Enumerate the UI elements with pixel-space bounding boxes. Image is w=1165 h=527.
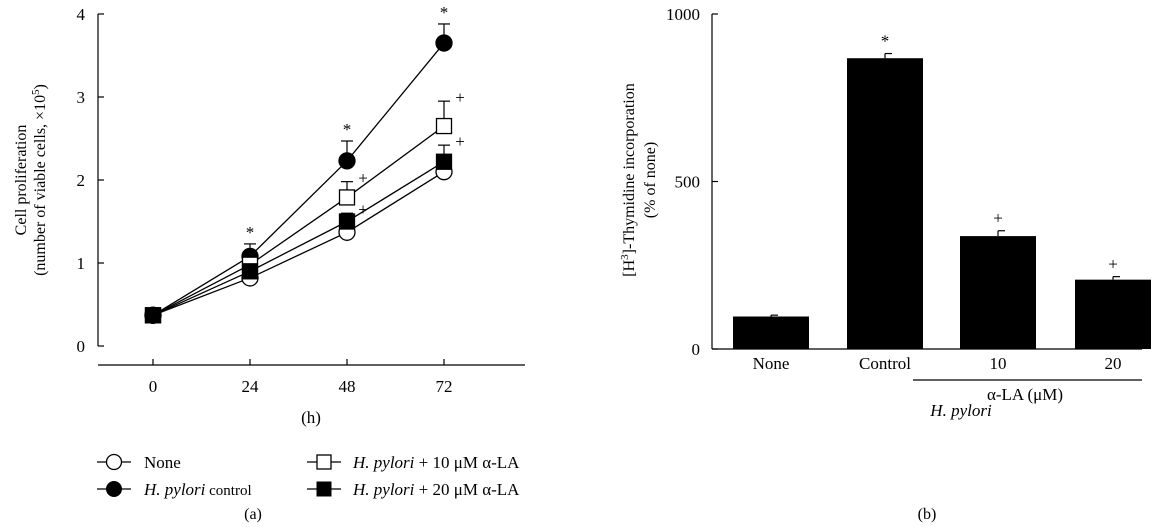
significance-marker: * [246,223,255,242]
line-chart-x-label: (h) [301,408,321,427]
category-label: 10 [990,354,1007,373]
panel-label-a: (a) [244,506,262,523]
bar [733,316,809,349]
legend-item-hpylori-20-la: H. pylori + 20 μM α-LA [307,480,520,499]
y-tick-label: 1 [77,254,86,273]
legend-item-hpylori-control: H. pylori control [97,480,252,499]
data-point-la20 [338,213,356,230]
svg-text:H. pylori + 20 μM α-LA: H. pylori + 20 μM α-LA [352,480,520,499]
bar-chart-y-label-line1: [H3]-Thymidine incorporation [619,83,638,276]
x-tick-label: 48 [339,377,356,396]
line-chart-y-ticks: 0 1 2 3 4 [77,5,104,356]
series-none [144,163,453,324]
category-label: 20 [1105,354,1122,373]
y-tick-label: 3 [77,88,86,107]
bar [1075,279,1151,349]
significance-marker: * [440,3,449,22]
bar-chart-y-label-line2: (% of none) [642,142,659,218]
legend-item-none: None [97,453,181,472]
series-line-la20 [152,161,445,316]
panel-label-b: (b) [918,506,937,523]
series-la20: ++ [144,132,465,324]
bar-chart-bars: None * Control +10 +20 [733,32,1151,373]
line-chart-legend: None H. pylori control H. pylori + 10 μM… [97,453,520,499]
filled-square-marker [316,481,332,497]
y-tick-label: 0 [692,340,701,359]
series-line-control [152,42,445,316]
svg-text:None: None [144,453,181,472]
svg-text:H. pylori control: H. pylori control [143,480,252,499]
significance-marker: * [881,32,890,51]
x-tick-label: 24 [242,377,260,396]
data-point-la20 [241,263,259,280]
category-label: Control [859,354,911,373]
line-chart-x-ticks: 0 24 48 72 [149,359,453,396]
data-point-la10 [435,117,453,135]
category-label: None [753,354,790,373]
y-tick-label: 500 [675,173,701,192]
bar [847,58,923,349]
filled-circle-marker [106,481,122,497]
group-label-hpylori: H. pylori [929,401,992,420]
significance-marker: + [358,200,368,219]
bar-chart-y-ticks: 0 500 1000 [666,5,718,359]
significance-marker: * [343,120,352,139]
data-point-la20 [435,153,453,170]
svg-text:H. pylori + 10 μM α-LA: H. pylori + 10 μM α-LA [352,453,520,472]
significance-marker: + [993,209,1003,228]
line-chart-series: ***++++ [144,3,465,324]
series-control: * * * [144,3,453,324]
significance-marker: + [358,169,368,188]
x-tick-label: 72 [436,377,453,396]
data-point-control [338,152,356,170]
group-label-la: α-LA (μM) [987,385,1063,404]
data-point-control [435,34,453,52]
y-tick-label: 0 [77,337,86,356]
data-point-la20 [144,307,162,324]
legend-item-hpylori-10-la: H. pylori + 10 μM α-LA [307,453,520,472]
significance-marker: + [455,88,465,107]
significance-marker: + [1108,255,1118,274]
bar-chart-panel-b: 0 500 1000 None * Control +10 +20 [H3]-Thymidi… [619,5,1151,523]
open-square-marker [316,454,332,470]
y-tick-label: 2 [77,171,86,190]
series-line-la10 [152,125,445,316]
series-la10: ++ [144,88,465,324]
y-tick-label: 1000 [666,5,700,24]
open-circle-marker [105,453,123,471]
line-chart-y-label-line1: Cell proliferation [13,125,30,236]
series-line-none [152,171,445,316]
x-tick-label: 0 [149,377,158,396]
significance-marker: + [455,132,465,151]
bar [960,236,1036,349]
y-tick-label: 4 [77,5,86,24]
line-chart-y-label-line2: (number of viable cells, ×105) [30,84,49,276]
data-point-la10 [338,189,356,206]
